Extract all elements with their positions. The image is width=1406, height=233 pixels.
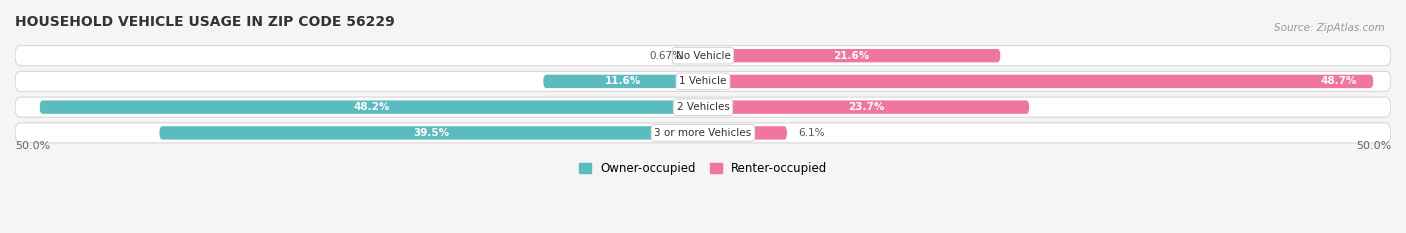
Text: 11.6%: 11.6% — [605, 76, 641, 86]
FancyBboxPatch shape — [39, 100, 703, 114]
FancyBboxPatch shape — [703, 75, 1374, 88]
Text: 39.5%: 39.5% — [413, 128, 450, 138]
Text: 50.0%: 50.0% — [1355, 141, 1391, 151]
FancyBboxPatch shape — [15, 97, 1391, 117]
Text: 50.0%: 50.0% — [15, 141, 51, 151]
FancyBboxPatch shape — [543, 75, 703, 88]
Text: 23.7%: 23.7% — [848, 102, 884, 112]
FancyBboxPatch shape — [703, 100, 1029, 114]
Text: Source: ZipAtlas.com: Source: ZipAtlas.com — [1274, 23, 1385, 33]
Text: 3 or more Vehicles: 3 or more Vehicles — [654, 128, 752, 138]
Text: 48.7%: 48.7% — [1320, 76, 1357, 86]
FancyBboxPatch shape — [15, 71, 1391, 91]
FancyBboxPatch shape — [15, 46, 1391, 66]
Text: 0.67%: 0.67% — [650, 51, 683, 61]
FancyBboxPatch shape — [693, 49, 703, 62]
Text: 48.2%: 48.2% — [353, 102, 389, 112]
Legend: Owner-occupied, Renter-occupied: Owner-occupied, Renter-occupied — [574, 157, 832, 180]
FancyBboxPatch shape — [15, 123, 1391, 143]
FancyBboxPatch shape — [703, 49, 1000, 62]
FancyBboxPatch shape — [159, 126, 703, 140]
Text: 2 Vehicles: 2 Vehicles — [676, 102, 730, 112]
Text: HOUSEHOLD VEHICLE USAGE IN ZIP CODE 56229: HOUSEHOLD VEHICLE USAGE IN ZIP CODE 5622… — [15, 15, 395, 29]
Text: 21.6%: 21.6% — [834, 51, 870, 61]
FancyBboxPatch shape — [703, 126, 787, 140]
Text: 1 Vehicle: 1 Vehicle — [679, 76, 727, 86]
Text: No Vehicle: No Vehicle — [675, 51, 731, 61]
Text: 6.1%: 6.1% — [799, 128, 824, 138]
